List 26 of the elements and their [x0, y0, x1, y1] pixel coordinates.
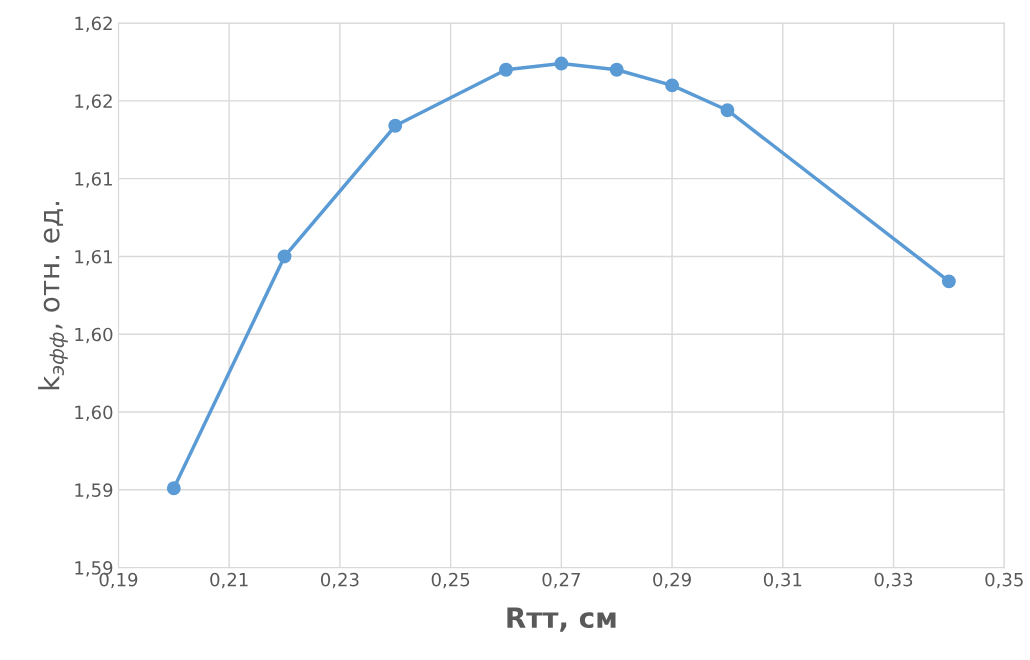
point [609, 62, 624, 77]
x-tick-label: 0,29 [653, 572, 691, 589]
point [499, 62, 513, 77]
point [277, 249, 292, 264]
y-tick-label: 1,61 [75, 249, 112, 266]
x-tick-label: 0,21 [210, 572, 248, 589]
y-tick-label: 1,60 [75, 405, 113, 421]
point [941, 274, 956, 289]
point [720, 103, 735, 118]
y-tick-label: 1,59 [75, 483, 113, 499]
x-axis-title: Rтт, см [507, 607, 616, 632]
y-axis-title: k$_{эфф}$, отн. ед. [38, 202, 68, 390]
y-tick-label: 1,62 [75, 16, 112, 33]
point [665, 78, 680, 93]
x-tick-label: 0,27 [542, 572, 580, 589]
x-tick-label: 0,23 [320, 572, 359, 589]
point [166, 481, 181, 496]
x-tick-label: 0,33 [874, 572, 913, 589]
point [554, 56, 569, 71]
x-tick-label: 0,35 [985, 572, 1023, 589]
x-tick-label: 0,31 [763, 572, 802, 589]
y-tick-label: 1,62 [75, 94, 112, 110]
x-tick-label: 0,25 [431, 572, 470, 589]
y-tick-label: 1,60 [75, 327, 113, 344]
point [388, 118, 403, 133]
y-tick-label: 1,61 [75, 172, 112, 188]
